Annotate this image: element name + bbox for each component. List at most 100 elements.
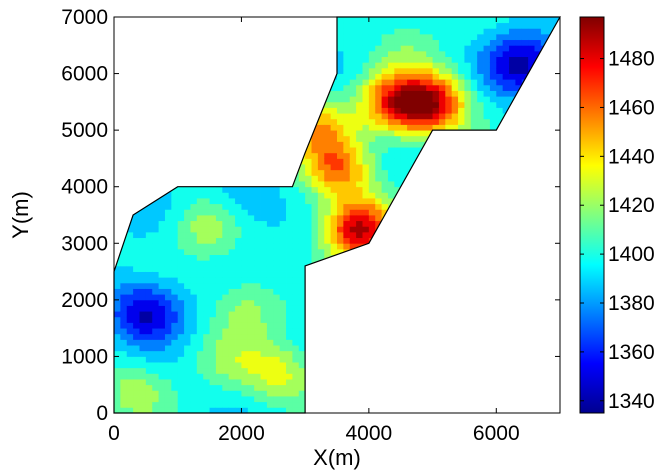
- contour-cell: [177, 209, 185, 216]
- x-axis: 0 2000 4000 6000: [108, 17, 520, 445]
- contour-cell: [400, 56, 408, 63]
- contour-cell: [228, 401, 236, 408]
- contour-cell: [413, 28, 421, 35]
- contour-cell: [470, 84, 478, 91]
- contour-cell: [419, 84, 427, 91]
- contour-cell: [139, 271, 147, 278]
- contour-cell: [139, 282, 147, 289]
- contour-cell: [266, 316, 274, 323]
- contour-cell: [241, 328, 249, 335]
- contour-cell: [273, 299, 281, 306]
- contour-cell: [489, 22, 497, 29]
- contour-cell: [394, 147, 402, 154]
- contour-cell: [203, 220, 210, 227]
- contour-cell: [152, 333, 159, 340]
- contour-cell: [126, 248, 134, 255]
- contour-cell: [286, 305, 293, 312]
- contour-cell: [222, 328, 230, 335]
- contour-cell: [362, 90, 370, 97]
- contour-cell: [337, 62, 344, 69]
- contour-cell: [241, 294, 249, 301]
- contour-cell: [241, 379, 249, 386]
- contour-cell: [164, 288, 172, 295]
- contour-cell: [298, 407, 306, 413]
- contour-cell: [222, 282, 230, 289]
- contour-cell: [407, 50, 414, 57]
- contour-cell: [228, 311, 236, 318]
- contour-cell: [273, 260, 281, 267]
- contour-cell: [483, 118, 491, 125]
- contour-cell: [152, 350, 159, 357]
- contour-cell: [120, 339, 128, 346]
- contour-cell: [152, 362, 159, 369]
- contour-cell: [254, 379, 261, 386]
- contour-cell: [273, 316, 281, 323]
- contour-cell: [152, 305, 159, 312]
- contour-cell: [349, 50, 357, 57]
- contour-cell: [203, 186, 210, 193]
- contour-cell: [273, 282, 281, 289]
- contour-cell: [458, 67, 465, 74]
- contour-cell: [133, 271, 140, 278]
- contour-cell: [298, 379, 306, 386]
- contour-cell: [426, 113, 433, 120]
- contour-cell: [120, 350, 128, 357]
- contour-cell: [317, 164, 325, 171]
- contour-cell: [171, 271, 179, 278]
- contour-cell: [368, 135, 376, 142]
- contour-cell: [184, 231, 191, 239]
- contour-cell: [317, 198, 325, 205]
- contour-cell: [184, 265, 191, 272]
- contour-cell: [196, 277, 204, 284]
- contour-cell: [126, 333, 134, 340]
- contour-cell: [235, 237, 242, 244]
- contour-cell: [260, 373, 268, 380]
- contour-cell: [349, 67, 357, 74]
- contour-cell: [126, 231, 134, 239]
- contour-cell: [215, 322, 223, 329]
- contour-cell: [400, 96, 408, 103]
- contour-cell: [158, 260, 166, 267]
- contour-cell: [152, 220, 159, 227]
- contour-cell: [298, 339, 306, 346]
- contour-cell: [451, 118, 459, 125]
- contour-cell: [362, 56, 370, 63]
- contour-cell: [317, 248, 325, 255]
- contour-cell: [324, 243, 332, 250]
- contour-cell: [400, 90, 408, 97]
- contour-cell: [356, 28, 363, 35]
- contour-cell: [196, 328, 204, 335]
- contour-cell: [445, 62, 453, 69]
- contour-cell: [184, 396, 191, 403]
- contour-cell: [464, 22, 472, 29]
- contour-cell: [502, 73, 510, 80]
- contour-cell: [222, 248, 230, 255]
- contour-cell: [215, 316, 223, 323]
- contour-cell: [451, 113, 459, 120]
- contour-cell: [381, 107, 389, 114]
- contour-cell: [337, 181, 344, 188]
- contour-cell: [145, 299, 153, 306]
- contour-cell: [279, 265, 287, 272]
- contour-cell: [502, 17, 510, 24]
- contour-cell: [184, 243, 191, 250]
- contour-cell: [260, 396, 268, 403]
- contour-cell: [381, 141, 389, 148]
- contour-cell: [337, 107, 344, 114]
- contour-cell: [241, 333, 249, 340]
- contour-cell: [222, 367, 230, 374]
- contour-cell: [426, 73, 433, 80]
- contour-cell: [464, 28, 472, 35]
- contour-cell: [298, 181, 306, 188]
- contour-cell: [394, 45, 402, 52]
- contour-cell: [337, 33, 344, 41]
- contour-cell: [254, 384, 261, 391]
- contour-cell: [152, 328, 159, 335]
- contour-cell: [464, 39, 472, 46]
- contour-cell: [260, 282, 268, 289]
- contour-cell: [145, 356, 153, 363]
- contour-cell: [368, 84, 376, 91]
- contour-cell: [400, 45, 408, 52]
- contour-cell: [426, 107, 433, 114]
- contour-cell: [247, 384, 255, 391]
